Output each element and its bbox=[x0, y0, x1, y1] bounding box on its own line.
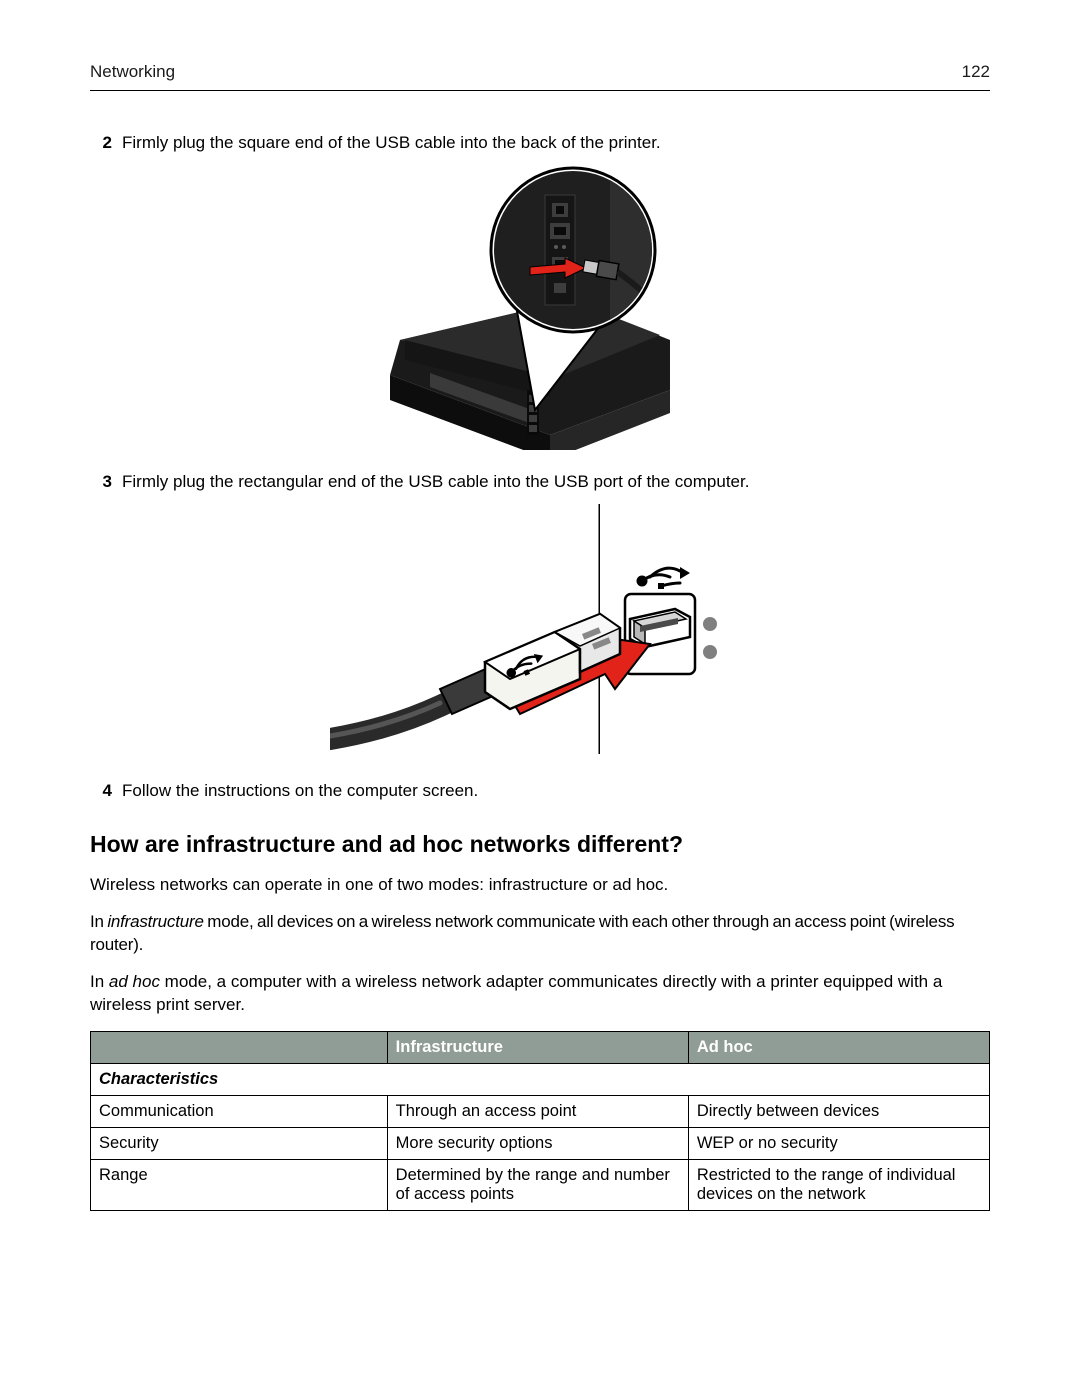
p2-post: mode, all devices on a wireless network … bbox=[90, 912, 954, 954]
row-infra: More security options bbox=[387, 1127, 688, 1159]
section-heading: How are infrastructure and ad hoc networ… bbox=[90, 831, 990, 858]
row-label: Communication bbox=[91, 1095, 388, 1127]
paragraph-1: Wireless networks can operate in one of … bbox=[90, 874, 990, 897]
row-adhoc: Restricted to the range of individual de… bbox=[688, 1159, 989, 1210]
table-header-blank bbox=[91, 1031, 388, 1063]
table-subheader-row: Characteristics bbox=[91, 1063, 990, 1095]
header-section: Networking bbox=[90, 62, 175, 82]
step-2: 2 Firmly plug the square end of the USB … bbox=[90, 133, 990, 153]
table-header-adhoc: Ad hoc bbox=[688, 1031, 989, 1063]
paragraph-3: In ad hoc mode, a computer with a wirele… bbox=[90, 971, 990, 1017]
usb-cable-icon bbox=[330, 614, 620, 739]
step-3: 3 Firmly plug the rectangular end of the… bbox=[90, 472, 990, 492]
p2-italic: infrastructure bbox=[107, 912, 203, 931]
p3-italic: ad hoc bbox=[109, 972, 160, 991]
row-infra: Through an access point bbox=[387, 1095, 688, 1127]
table-header-infra: Infrastructure bbox=[387, 1031, 688, 1063]
p3-post: mode, a computer with a wireless network… bbox=[90, 972, 942, 1014]
header-page-number: 122 bbox=[962, 62, 990, 82]
table-subheader: Characteristics bbox=[91, 1063, 990, 1095]
step-text: Follow the instructions on the computer … bbox=[122, 781, 990, 801]
table-row: Range Determined by the range and number… bbox=[91, 1159, 990, 1210]
row-adhoc: WEP or no security bbox=[688, 1127, 989, 1159]
page-header: Networking 122 bbox=[90, 62, 990, 91]
row-infra: Determined by the range and number of ac… bbox=[387, 1159, 688, 1210]
row-label: Range bbox=[91, 1159, 388, 1210]
step-text: Firmly plug the rectangular end of the U… bbox=[122, 472, 990, 492]
step-number: 3 bbox=[90, 472, 112, 492]
table-header-row: Infrastructure Ad hoc bbox=[91, 1031, 990, 1063]
step-number: 2 bbox=[90, 133, 112, 153]
paragraph-2: In infrastructure mode, all devices on a… bbox=[90, 911, 990, 957]
row-label: Security bbox=[91, 1127, 388, 1159]
table-row: Security More security options WEP or no… bbox=[91, 1127, 990, 1159]
step-text: Firmly plug the square end of the USB ca… bbox=[122, 133, 990, 153]
table-row: Communication Through an access point Di… bbox=[91, 1095, 990, 1127]
computer-panel-icon bbox=[600, 504, 750, 754]
p3-pre: In bbox=[90, 972, 109, 991]
figure-printer-usb bbox=[90, 165, 990, 450]
p2-pre: In bbox=[90, 912, 107, 931]
step-4: 4 Follow the instructions on the compute… bbox=[90, 781, 990, 801]
comparison-table: Infrastructure Ad hoc Characteristics Co… bbox=[90, 1031, 990, 1211]
row-adhoc: Directly between devices bbox=[688, 1095, 989, 1127]
figure-computer-usb bbox=[90, 504, 990, 759]
step-number: 4 bbox=[90, 781, 112, 801]
